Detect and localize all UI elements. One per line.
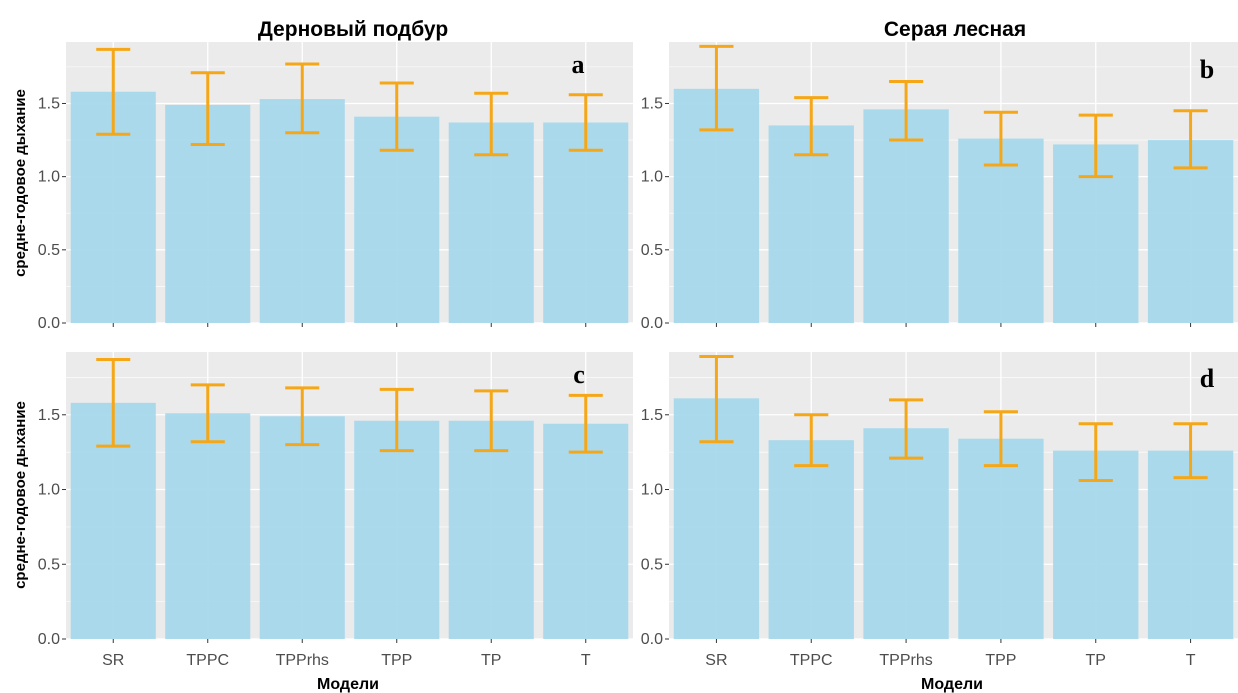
y-tick-label: 1.5 xyxy=(38,95,60,112)
y-tick-label: 1.0 xyxy=(38,169,60,186)
y-tick-label: 0.5 xyxy=(641,242,663,259)
error-bar-SR xyxy=(699,354,734,444)
error-bar-SR xyxy=(96,357,131,448)
x-tick-label: SR xyxy=(705,652,727,669)
error-bar-T xyxy=(568,93,603,152)
x-tick-label: TPP xyxy=(381,652,412,669)
bar-TPPrhs xyxy=(259,99,345,323)
y-tick-label: 0.0 xyxy=(38,631,60,648)
panel-a: 0.0 0.5 1.0 1.5 a xyxy=(38,42,633,332)
y-tick-label: 0.0 xyxy=(641,631,663,648)
panel-letter-d: d xyxy=(1200,364,1215,393)
x-axis-label-right: Модели xyxy=(921,676,983,693)
y-axis-label-bottom: средне-годовое дыхание xyxy=(12,401,29,589)
error-bar-SR xyxy=(699,44,734,132)
bar-T xyxy=(543,122,629,324)
bar-TPPrhs xyxy=(259,416,345,639)
error-bar-TP xyxy=(474,91,509,157)
bar-T xyxy=(1147,450,1234,639)
bar-T xyxy=(1147,140,1234,323)
y-tick-label: 1.0 xyxy=(641,169,663,186)
x-tick-label: TP xyxy=(1086,652,1106,669)
error-bar-T xyxy=(568,393,603,454)
error-bar-SR xyxy=(96,47,131,136)
panel-letter-a: a xyxy=(572,50,585,79)
y-axis-label-top: средне-годовое дыхание xyxy=(12,89,29,277)
bar-TPPC xyxy=(768,125,854,323)
panel-letter-b: b xyxy=(1200,55,1214,84)
error-bar-TPPrhs xyxy=(285,386,320,447)
error-bar-TP xyxy=(474,389,509,453)
error-bar-TPPrhs xyxy=(889,80,924,142)
column-title-right: Серая лесная xyxy=(884,18,1026,41)
error-bar-TPPC xyxy=(794,413,829,468)
error-bar-TP xyxy=(1078,113,1113,179)
panel-background xyxy=(66,42,633,323)
y-tick-label: 1.5 xyxy=(38,407,60,424)
bar-TPP xyxy=(958,138,1044,323)
bar-TPPC xyxy=(165,413,251,639)
error-bar-T xyxy=(1173,422,1208,480)
bar-T xyxy=(543,423,629,639)
error-bar-TPPC xyxy=(190,383,225,444)
panel-b: 0.0 0.5 1.0 1.5 b xyxy=(641,42,1238,332)
panels: 0.0 0.5 1.0 1.5 a 0.0 0.5 1.0 1.5 b 0.0 0.5 1.0 1.5 SR… xyxy=(38,42,1238,669)
y-tick-label: 0.5 xyxy=(38,242,60,259)
error-bar-TPPC xyxy=(794,96,829,157)
panel-background xyxy=(66,352,633,639)
panel-d: 0.0 0.5 1.0 1.5 SR TPPC TPPrhs TPP TP Td xyxy=(641,352,1238,669)
bar-TPPC xyxy=(768,440,854,639)
y-tick-label: 0.0 xyxy=(38,315,60,332)
error-bar-TPP xyxy=(379,387,414,453)
y-tick-label: 0.0 xyxy=(641,315,663,332)
panel-c: 0.0 0.5 1.0 1.5 SR TPPC TPPrhs TPP TP Tc xyxy=(38,352,633,669)
x-tick-label: TPPC xyxy=(790,652,833,669)
x-tick-label: TPP xyxy=(985,652,1016,669)
error-bar-TPPC xyxy=(190,71,225,146)
x-tick-label: TPPC xyxy=(186,652,229,669)
error-bar-TP xyxy=(1078,422,1113,483)
y-tick-label: 1.0 xyxy=(641,482,663,499)
x-axis-label-left: Модели xyxy=(317,676,379,693)
bar-TPPrhs xyxy=(863,428,949,639)
error-bar-T xyxy=(1173,109,1208,170)
error-bar-TPPrhs xyxy=(889,398,924,460)
x-tick-label: TPPrhs xyxy=(879,652,932,669)
panel-background xyxy=(669,352,1238,639)
x-tick-label: TPPrhs xyxy=(276,652,329,669)
error-bar-TPP xyxy=(983,410,1018,468)
y-tick-label: 0.5 xyxy=(38,556,60,573)
panel-background xyxy=(669,42,1238,323)
y-tick-label: 1.0 xyxy=(38,482,60,499)
x-tick-label: TP xyxy=(481,652,501,669)
bar-TPP xyxy=(958,438,1044,639)
column-title-left: Дерновый подбур xyxy=(258,18,448,41)
x-tick-label: T xyxy=(1186,652,1196,669)
y-tick-label: 1.5 xyxy=(641,407,663,424)
error-bar-TPP xyxy=(983,110,1018,167)
error-bar-TPP xyxy=(379,81,414,152)
y-tick-label: 0.5 xyxy=(641,556,663,573)
bar-TPP xyxy=(354,420,440,639)
panel-letter-c: c xyxy=(573,360,585,389)
bar-TPPrhs xyxy=(863,109,949,324)
x-tick-label: SR xyxy=(102,652,124,669)
y-tick-label: 1.5 xyxy=(641,95,663,112)
bar-TP xyxy=(448,420,534,639)
x-tick-label: T xyxy=(581,652,591,669)
error-bar-TPPrhs xyxy=(285,62,320,135)
